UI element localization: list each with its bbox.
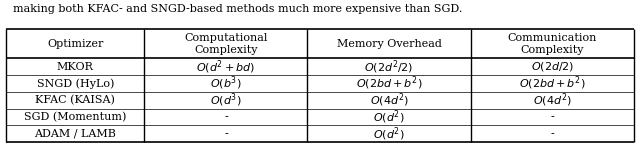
Text: Computational
Complexity: Computational Complexity xyxy=(184,33,268,55)
Text: Memory Overhead: Memory Overhead xyxy=(337,39,442,49)
Text: $O(2bd + b^2)$: $O(2bd + b^2)$ xyxy=(356,75,422,92)
Text: Communication
Complexity: Communication Complexity xyxy=(508,33,596,55)
Text: ADAM / LAMB: ADAM / LAMB xyxy=(35,129,116,139)
Text: $O(d^2 + bd)$: $O(d^2 + bd)$ xyxy=(196,58,255,76)
Text: -: - xyxy=(550,112,554,122)
Text: $O(d^2)$: $O(d^2)$ xyxy=(373,125,405,143)
Text: SGD (Momentum): SGD (Momentum) xyxy=(24,112,127,122)
Text: Optimizer: Optimizer xyxy=(47,39,104,49)
Text: $O(4d^2)$: $O(4d^2)$ xyxy=(370,91,408,109)
Text: $O(d^3)$: $O(d^3)$ xyxy=(210,91,242,109)
Text: MKOR: MKOR xyxy=(57,62,94,72)
Text: $O(2bd + b^2)$: $O(2bd + b^2)$ xyxy=(519,75,586,92)
Text: KFAC (KAISA): KFAC (KAISA) xyxy=(35,95,115,105)
Text: -: - xyxy=(224,112,228,122)
Text: -: - xyxy=(550,129,554,139)
Text: $O(4d^2)$: $O(4d^2)$ xyxy=(532,91,572,109)
Text: $O(2d^2/2)$: $O(2d^2/2)$ xyxy=(364,58,413,76)
Text: $O(d^2)$: $O(d^2)$ xyxy=(373,108,405,126)
Text: -: - xyxy=(224,129,228,139)
Text: $O(2d/2)$: $O(2d/2)$ xyxy=(531,60,573,73)
Text: making both KFAC- and SNGD-based methods much more expensive than SGD.: making both KFAC- and SNGD-based methods… xyxy=(13,4,462,14)
Text: $O(b^3)$: $O(b^3)$ xyxy=(210,75,242,92)
Text: SNGD (HyLo): SNGD (HyLo) xyxy=(36,78,114,89)
